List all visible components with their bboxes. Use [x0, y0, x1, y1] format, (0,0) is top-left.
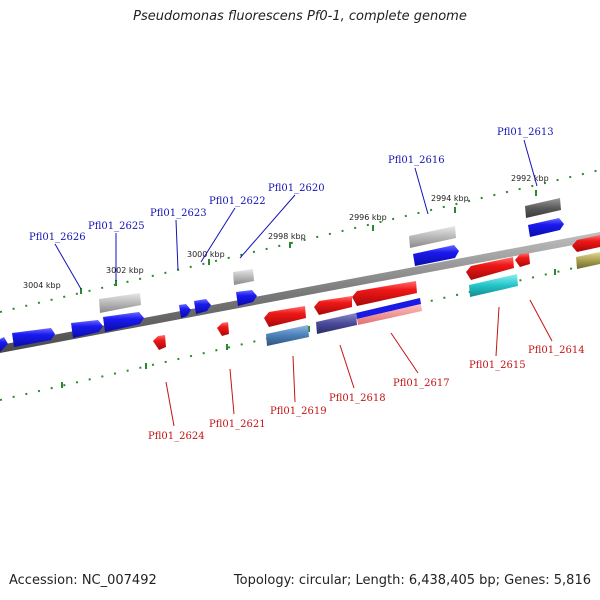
other-features — [99, 198, 600, 346]
gene-label[interactable]: Pfl01_2623 — [150, 208, 207, 219]
feature-block[interactable] — [525, 198, 561, 218]
top-leader-lines — [54, 139, 538, 290]
gene-label[interactable]: Pfl01_2621 — [209, 419, 266, 430]
genome-backbone — [0, 232, 600, 353]
gene-label[interactable]: Pfl01_2613 — [497, 127, 554, 138]
gene-label[interactable]: Pfl01_2622 — [209, 196, 266, 207]
gene-label[interactable]: Pfl01_2626 — [29, 232, 86, 243]
forward-genes — [0, 218, 564, 352]
gene-arrow[interactable] — [12, 328, 55, 347]
gene-label[interactable]: Pfl01_2616 — [388, 155, 445, 166]
reverse-genes — [153, 235, 600, 350]
genome-title: Pseudomonas fluorescens Pf0-1, complete … — [133, 9, 467, 24]
gene-arrow[interactable] — [413, 245, 459, 266]
gene-arrow[interactable] — [236, 290, 257, 306]
gene-arrow[interactable] — [466, 257, 514, 280]
feature-block[interactable] — [356, 298, 421, 319]
feature-block[interactable] — [266, 325, 309, 346]
gene-arrow[interactable] — [352, 281, 417, 306]
tick-label: 3004 kbp — [23, 281, 61, 290]
feature-block[interactable] — [357, 304, 422, 325]
gene-arrow[interactable] — [71, 320, 103, 338]
gene-arrow[interactable] — [528, 218, 564, 237]
feature-block[interactable] — [99, 293, 141, 313]
gene-label[interactable]: Pfl01_2620 — [268, 183, 325, 194]
gene-arrow[interactable] — [179, 304, 191, 318]
gene-arrow[interactable] — [0, 337, 8, 352]
feature-block[interactable] — [576, 252, 600, 269]
gene-arrow[interactable] — [572, 235, 600, 252]
gene-label[interactable]: Pfl01_2625 — [88, 221, 145, 232]
bottom-leader-lines — [165, 299, 553, 427]
feature-block[interactable] — [233, 269, 254, 285]
gene-arrow[interactable] — [103, 312, 144, 332]
accession-text: Accession: NC_007492 — [9, 573, 157, 588]
feature-block[interactable] — [409, 226, 456, 248]
top-gene-labels: Pfl01_2626 Pfl01_2625 Pfl01_2623 Pfl01_2… — [29, 127, 554, 243]
gene-label[interactable]: Pfl01_2617 — [393, 378, 450, 389]
gene-label[interactable]: Pfl01_2624 — [148, 431, 205, 442]
tick-label: 2992 kbp — [511, 174, 549, 183]
bottom-gene-labels: Pfl01_2624 Pfl01_2621 Pfl01_2619 Pfl01_2… — [148, 345, 585, 442]
gene-arrow[interactable] — [153, 335, 166, 350]
gene-arrow[interactable] — [264, 306, 306, 327]
gene-label[interactable]: Pfl01_2615 — [469, 360, 526, 371]
tick-label: 2998 kbp — [268, 232, 306, 241]
gene-arrow[interactable] — [314, 296, 352, 315]
gene-arrow[interactable] — [194, 299, 211, 314]
feature-block[interactable] — [316, 313, 357, 334]
gene-arrow[interactable] — [515, 253, 530, 267]
genome-stats-text: Topology: circular; Length: 6,438,405 bp… — [233, 573, 591, 588]
gene-arrow[interactable] — [217, 322, 229, 336]
gene-label[interactable]: Pfl01_2614 — [528, 345, 585, 356]
gene-label[interactable]: Pfl01_2619 — [270, 406, 327, 417]
tick-label: 2996 kbp — [349, 213, 387, 222]
tick-label: 2994 kbp — [431, 194, 469, 203]
tick-label: 3002 kbp — [106, 266, 144, 275]
feature-block[interactable] — [469, 274, 518, 297]
gene-label[interactable]: Pfl01_2618 — [329, 393, 386, 404]
